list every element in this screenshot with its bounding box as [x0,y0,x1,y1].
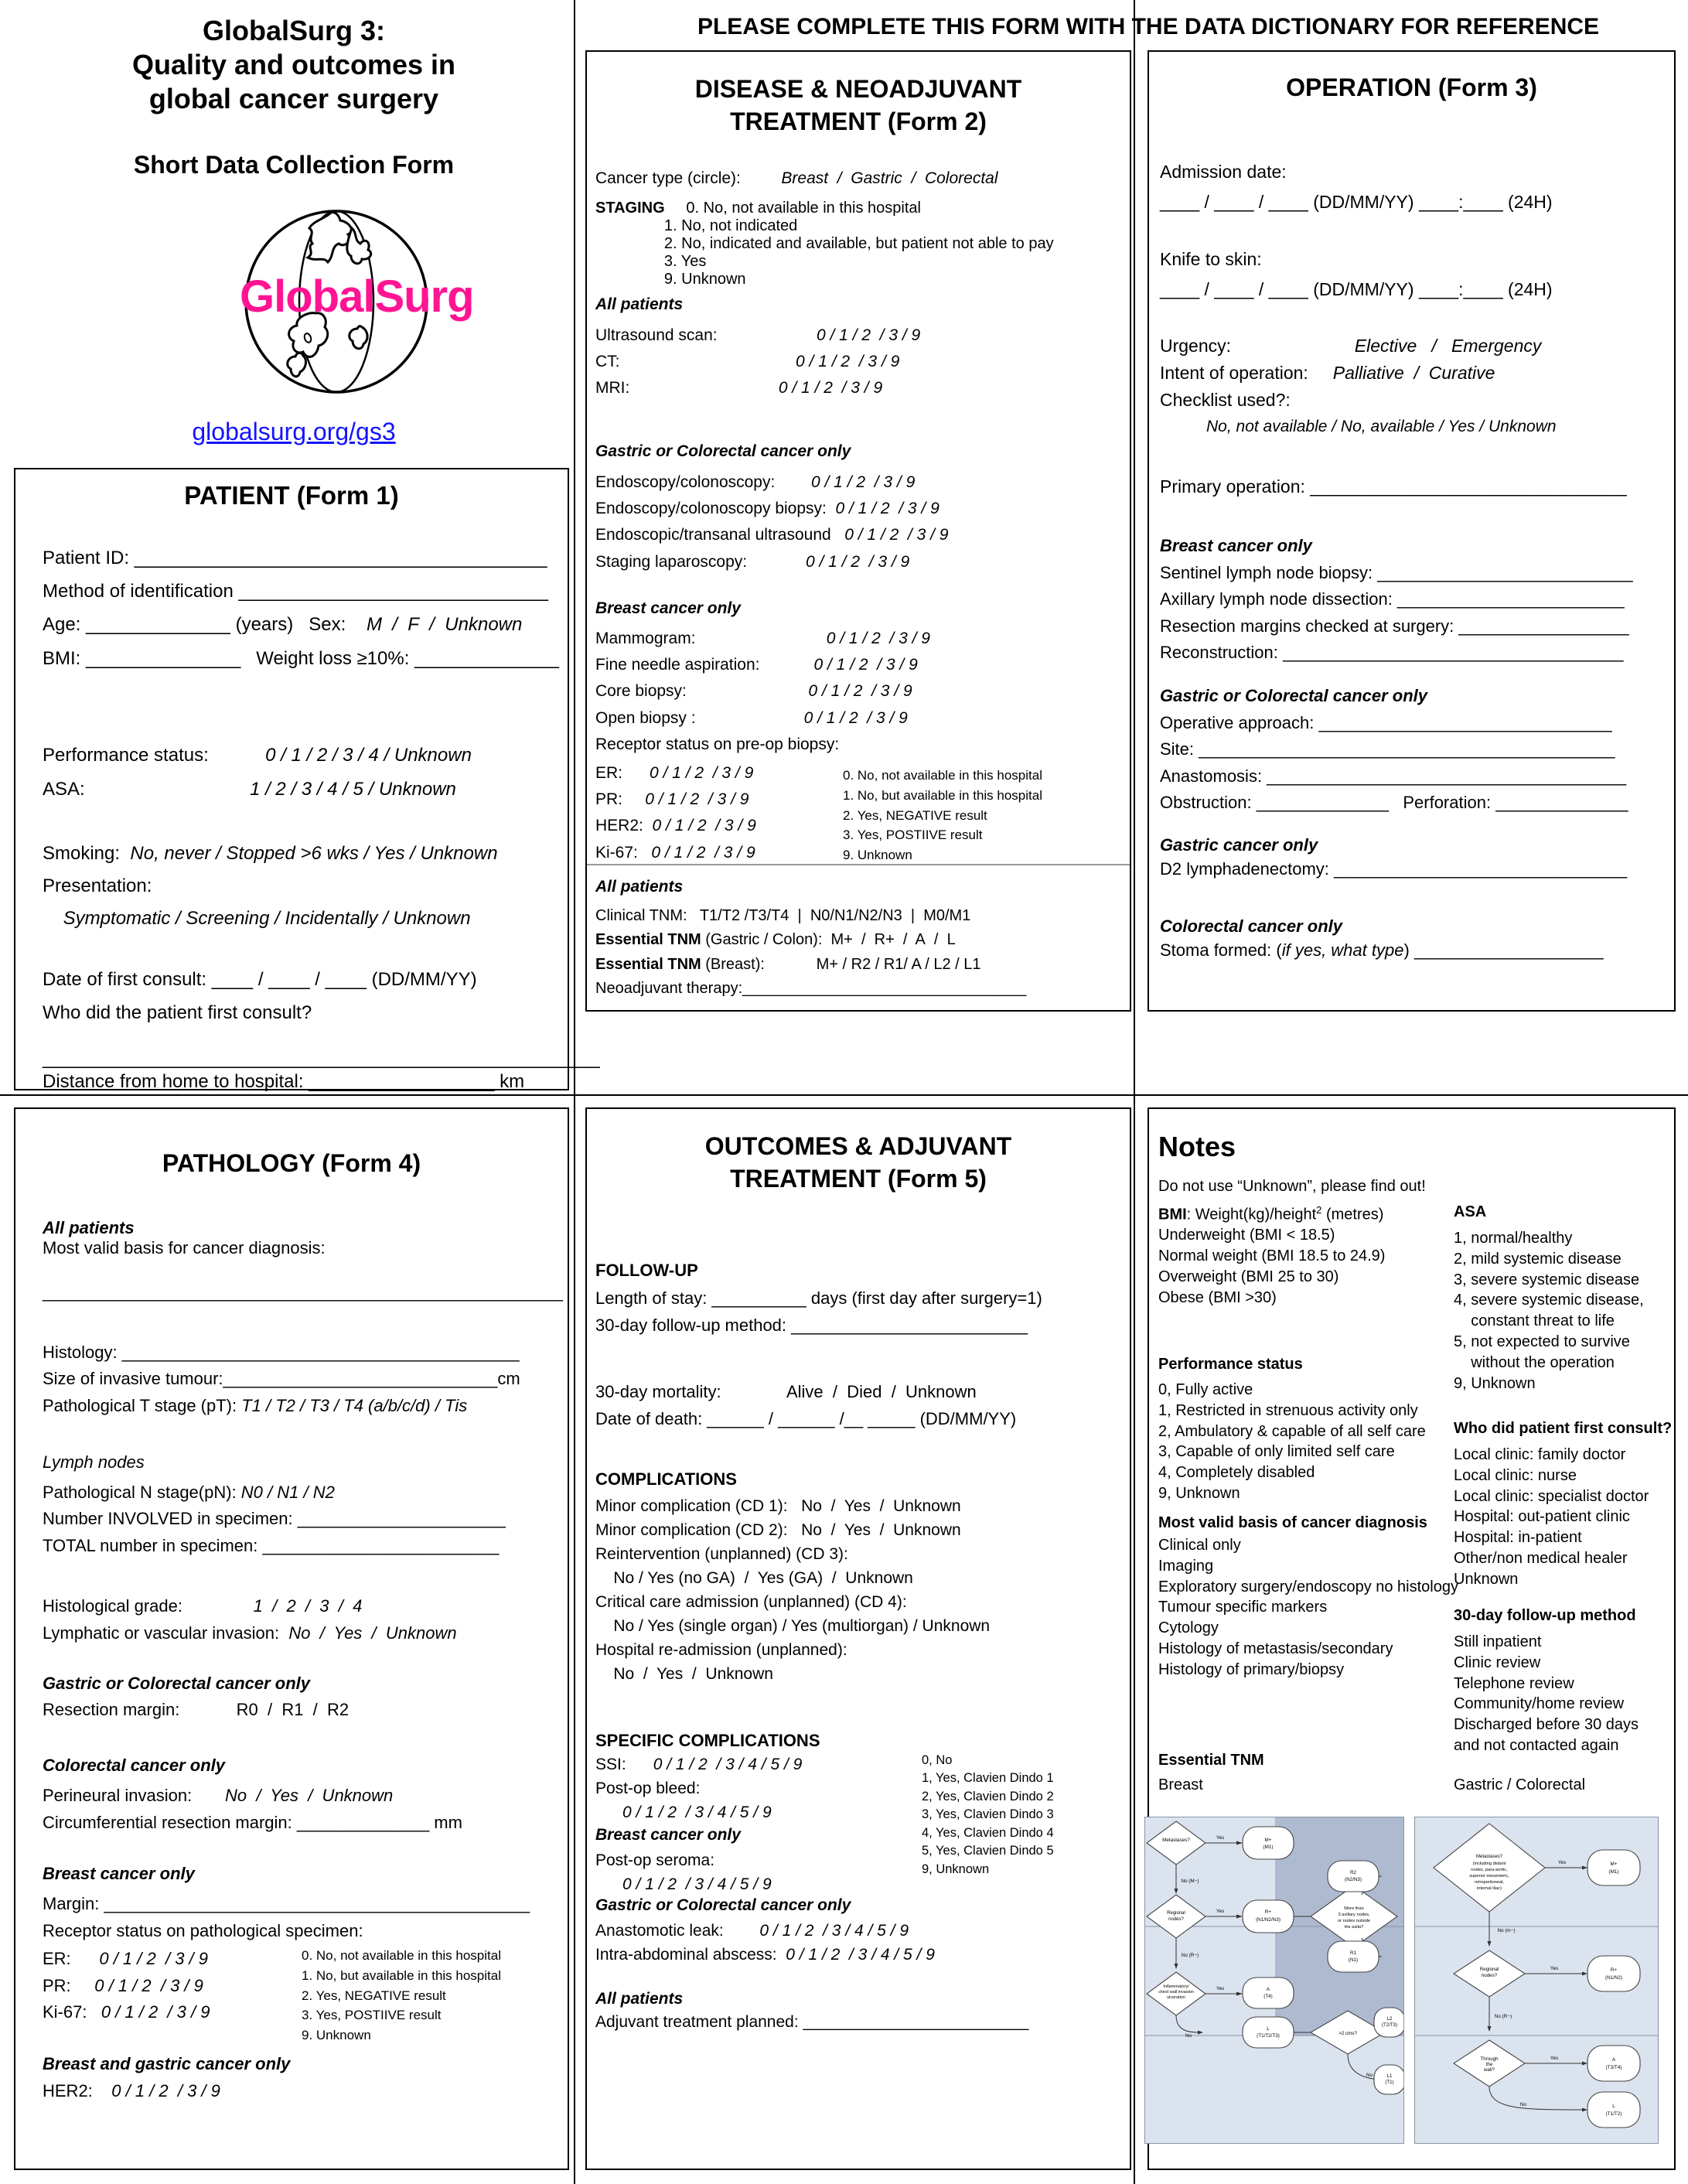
svg-text:M+: M+ [1611,1862,1618,1867]
svg-text:Metastases?: Metastases? [1162,1838,1190,1843]
svg-text:Metastases?: Metastases? [1476,1855,1503,1859]
svg-text:nodes?: nodes? [1482,1973,1498,1978]
svg-text:L: L [1612,2104,1615,2109]
svg-text:superior mesenteric,: superior mesenteric, [1469,1874,1509,1879]
svg-text:Regional: Regional [1480,1967,1499,1972]
svg-text:L: L [1267,2026,1270,2032]
svg-text:Yes: Yes [1216,1909,1224,1914]
svg-text:>2 cms?: >2 cms? [1338,2031,1357,2036]
svg-text:R+: R+ [1265,1909,1272,1915]
svg-text:(N2/N3): (N2/N3) [1345,1877,1362,1882]
svg-text:L1: L1 [1387,2073,1393,2079]
svg-text:No: No [1366,2073,1373,2078]
svg-text:or nodes outside: or nodes outside [1338,1919,1370,1923]
svg-text:(including distant: (including distant [1473,1862,1506,1866]
svg-text:No (M−): No (M−) [1182,1879,1199,1884]
svg-text:wall?: wall? [1483,2067,1495,2073]
svg-text:3 axillary nodes,: 3 axillary nodes, [1338,1913,1370,1917]
svg-text:the axila?: the axila? [1345,1925,1363,1930]
svg-text:nodes, para-aortic,: nodes, para-aortic, [1471,1868,1508,1872]
svg-text:No (R−): No (R−) [1495,2014,1512,2019]
svg-text:Yes: Yes [1550,1966,1558,1971]
svg-text:(T2/T3): (T2/T3) [1382,2022,1397,2028]
svg-text:Yes: Yes [1216,1835,1224,1841]
svg-text:retroperitoneal,: retroperitoneal, [1475,1880,1505,1885]
svg-text:ulceration: ulceration [1167,1995,1185,2000]
svg-text:Yes: Yes [1558,1860,1566,1865]
svg-text:(T1): (T1) [1385,2080,1393,2085]
svg-text:No (m−): No (m−) [1498,1928,1516,1933]
svg-text:M+: M+ [1265,1838,1272,1843]
svg-text:(M1): (M1) [1263,1844,1274,1850]
svg-text:(T1/T2/T3): (T1/T2/T3) [1257,2033,1280,2039]
svg-text:chest wall invasion: chest wall invasion [1158,1990,1194,1995]
svg-text:(N1/N2): (N1/N2) [1605,1975,1622,1981]
svg-text:(N1/N2/N3): (N1/N2/N3) [1256,1917,1280,1923]
svg-text:the: the [1486,2062,1493,2067]
svg-text:R1: R1 [1350,1950,1357,1956]
svg-text:More than: More than [1344,1906,1364,1911]
svg-text:No: No [1185,2033,1192,2039]
svg-text:(T4): (T4) [1263,1994,1273,1999]
svg-text:nodes?: nodes? [1168,1917,1184,1922]
svg-text:Yes: Yes [1216,1986,1224,1991]
svg-text:L2: L2 [1387,2016,1393,2022]
svg-text:(T3/T4): (T3/T4) [1606,2065,1622,2070]
svg-text:(M1): (M1) [1609,1869,1619,1875]
svg-text:Through: Through [1480,2056,1499,2062]
svg-text:Inflammatory/: Inflammatory/ [1163,1984,1189,1989]
svg-text:No: No [1520,2102,1527,2107]
svg-text:R+: R+ [1611,1967,1618,1973]
svg-text:(T1/T2): (T1/T2) [1606,2111,1622,2117]
svg-text:Yes: Yes [1550,2056,1558,2061]
svg-text:(N1): (N1) [1349,1957,1358,1963]
svg-text:No (R−): No (R−) [1182,1953,1199,1958]
svg-text:internal iliac): internal iliac) [1477,1886,1502,1891]
svg-text:R2: R2 [1350,1870,1357,1875]
svg-text:Regional: Regional [1167,1911,1185,1916]
